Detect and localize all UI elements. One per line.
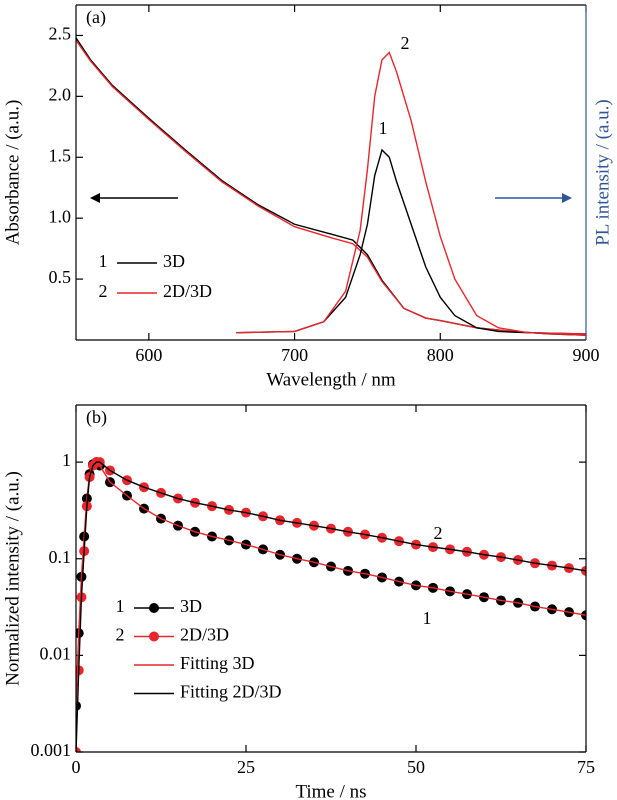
y-tick-label: 0.001	[31, 740, 72, 760]
legend-marker	[149, 631, 159, 642]
y-tick-label: 1.0	[49, 206, 72, 226]
y2-axis-title: PL intensity / (a.u.)	[592, 99, 613, 246]
x-tick-label: 600	[135, 345, 162, 365]
x-tick-label: 900	[573, 345, 600, 365]
legend-label: 3D	[163, 251, 185, 271]
legend-number: 1	[116, 596, 125, 616]
annotation: 2	[401, 33, 410, 53]
legend-number: 2	[99, 281, 108, 301]
data-point	[76, 747, 81, 752]
legend-label: 2D/3D	[163, 281, 212, 301]
data-line	[76, 461, 586, 752]
legend-label: 2D/3D	[180, 625, 229, 645]
x-tick-label: 25	[237, 757, 255, 777]
data-line	[236, 51, 586, 335]
x-tick-label: 75	[577, 757, 595, 777]
y-tick-label: 2.0	[49, 84, 72, 104]
annotation: 2	[434, 523, 443, 543]
left-arrow-head	[90, 193, 100, 203]
legend-label: Fitting 2D/3D	[180, 682, 282, 702]
panel-label: (b)	[86, 407, 107, 428]
plot-area	[76, 457, 586, 752]
x-axis-title: Wavelength / nm	[266, 369, 396, 390]
y-tick-label: 0.5	[49, 267, 72, 287]
plot-area	[76, 37, 586, 336]
y-tick-label: 1	[62, 450, 71, 470]
y-tick-label: 1.5	[49, 145, 72, 165]
y-tick-label: 0.1	[49, 547, 72, 567]
legend-number: 2	[116, 625, 125, 645]
data-line	[236, 148, 586, 335]
panel-label: (a)	[86, 7, 106, 28]
y-tick-label: 2.5	[49, 24, 72, 44]
legend-label: Fitting 3D	[180, 653, 255, 673]
x-tick-label: 700	[281, 345, 308, 365]
x-tick-label: 0	[72, 757, 81, 777]
data-line	[76, 37, 586, 336]
annotation: 1	[423, 608, 432, 628]
x-axis-title: Time / ns	[295, 781, 366, 800]
right-arrow-head	[562, 193, 572, 203]
y-tick-label: 0.01	[40, 643, 72, 663]
legend-number: 1	[99, 251, 108, 271]
annotation: 1	[379, 118, 388, 138]
data-line	[76, 461, 586, 706]
legend-marker	[149, 603, 159, 613]
data-line	[76, 39, 586, 336]
x-tick-label: 50	[407, 757, 425, 777]
arrows	[90, 193, 572, 203]
x-tick-label: 800	[427, 345, 454, 365]
legend-label: 3D	[180, 596, 202, 616]
y-axis-title: Normalized intensity / (a.u.)	[2, 471, 23, 686]
y-axis-title: Absorbance / (a.u.)	[2, 100, 23, 246]
